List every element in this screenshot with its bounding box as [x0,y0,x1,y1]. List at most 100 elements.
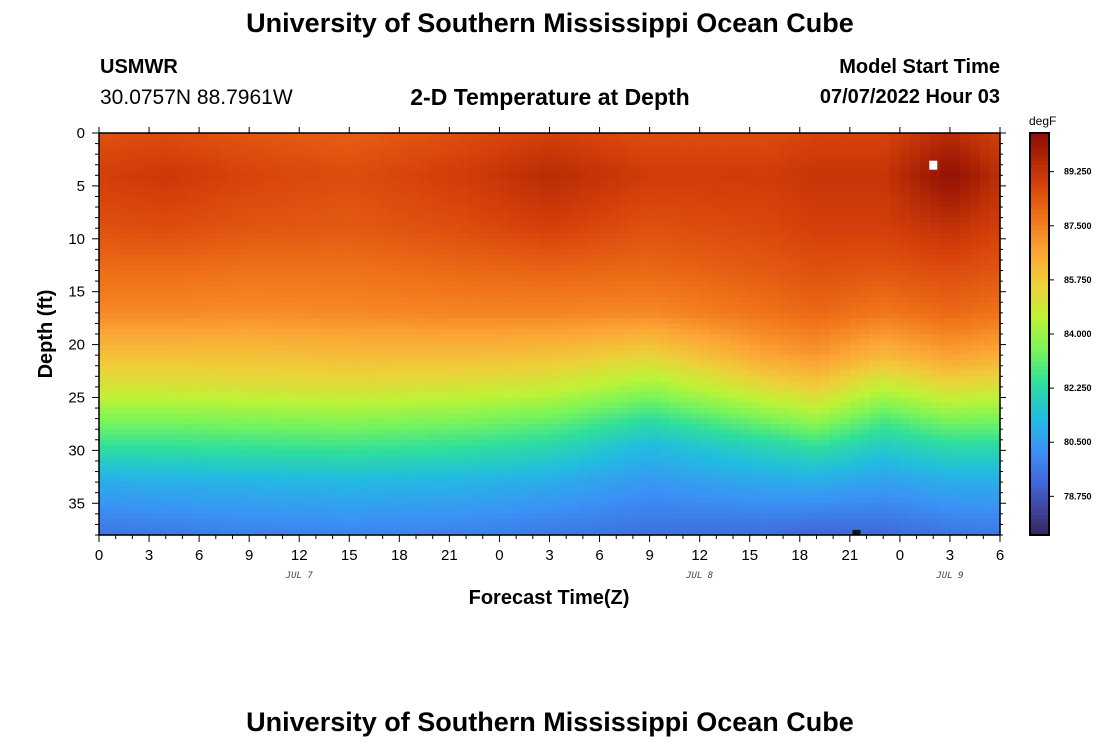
heatmap-cell [689,265,701,272]
heatmap-cell [279,476,290,483]
heatmap-cell [709,217,721,224]
heatmap-cell [429,228,440,235]
heatmap-cell [249,270,260,277]
heatmap-cell [729,180,741,187]
heatmap-cell [519,349,531,356]
heatmap-cell [119,318,130,325]
heatmap-cell [479,529,491,536]
heatmap-cell [549,360,561,367]
heatmap-cell [709,349,721,356]
heatmap-cell [669,191,681,198]
heatmap-cell [359,180,370,187]
heatmap-cell [719,445,731,451]
heatmap-cell [209,328,220,335]
heatmap-cell [559,270,571,277]
heatmap-cell [649,180,661,187]
heatmap-cell [439,159,450,166]
heatmap-cell [339,487,350,494]
heatmap-cell [609,259,621,266]
heatmap-cell [169,423,180,430]
heatmap-cell [479,402,491,409]
heatmap-cell [299,355,310,362]
heatmap-cell [589,281,601,287]
heatmap-cell [499,371,511,377]
heatmap-cell [239,402,250,409]
heatmap-cell [239,191,250,198]
heatmap-cell [749,259,761,266]
heatmap-cell [269,281,280,287]
heatmap-cell [439,476,450,483]
heatmap-cell [569,238,581,245]
heatmap-cell [329,344,340,351]
heatmap-cell [119,497,130,504]
heatmap-cell [119,460,130,467]
heatmap-cell [149,355,160,362]
heatmap-cell [589,138,601,145]
heatmap-cell [229,185,240,192]
heatmap-cell [659,148,671,155]
heatmap-cell [159,402,170,409]
heatmap-cell [479,312,491,319]
heatmap-cell [329,492,340,499]
heatmap-cell [149,513,160,520]
heatmap-cell [579,450,591,457]
heatmap-cell [449,455,460,462]
heatmap-cell [499,228,511,235]
heatmap-cell [299,508,310,515]
heatmap-cell [219,344,230,351]
heatmap-cell [279,471,290,478]
heatmap-cell [459,222,471,229]
heatmap-cell [619,233,631,240]
heatmap-cell [199,365,210,372]
heatmap-cell [739,291,751,298]
heatmap-cell [169,376,180,383]
heatmap-cell [539,334,551,340]
heatmap-cell [669,434,681,441]
heatmap-cell [279,291,290,298]
heatmap-cell [219,445,230,451]
heatmap-cell [559,450,571,457]
heatmap-cell [549,170,561,176]
heatmap-cell [179,302,190,309]
heatmap-cell [119,244,130,250]
heatmap-cell [669,334,681,340]
heatmap-cell [719,259,731,266]
heatmap-cell [729,513,741,520]
heatmap-cell [339,328,350,335]
heatmap-cell [519,487,531,494]
heatmap-cell [649,228,661,235]
heatmap-cell [739,513,751,520]
heatmap-cell [409,175,420,182]
heatmap-cell [389,148,400,155]
heatmap-cell [379,148,390,155]
heatmap-cell [429,233,440,240]
heatmap-cell [459,360,471,367]
heatmap-cell [729,265,741,272]
heatmap-cell [159,519,170,526]
heatmap-cell [659,408,671,414]
heatmap-cell [669,476,681,483]
heatmap-cell [239,529,250,536]
heatmap-cell [479,466,491,473]
heatmap-cell [549,212,561,219]
heatmap-cell [579,519,591,526]
heatmap-cell [529,482,541,488]
heatmap-cell [399,360,410,367]
heatmap-cell [639,270,651,277]
heatmap-cell [519,476,531,483]
heatmap-cell [139,138,150,145]
heatmap-cell [159,524,170,531]
heatmap-cell [379,434,390,441]
heatmap-cell [729,275,741,282]
heatmap-cell [229,275,240,282]
heatmap-cell [269,217,280,224]
heatmap-cell [189,307,200,314]
heatmap-cell [469,275,481,282]
heatmap-cell [729,497,741,504]
heatmap-cell [159,466,170,473]
heatmap-cell [159,318,170,325]
heatmap-cell [689,291,701,298]
heatmap-cell [489,307,501,314]
heatmap-cell [99,312,110,319]
heatmap-cell [439,397,450,404]
